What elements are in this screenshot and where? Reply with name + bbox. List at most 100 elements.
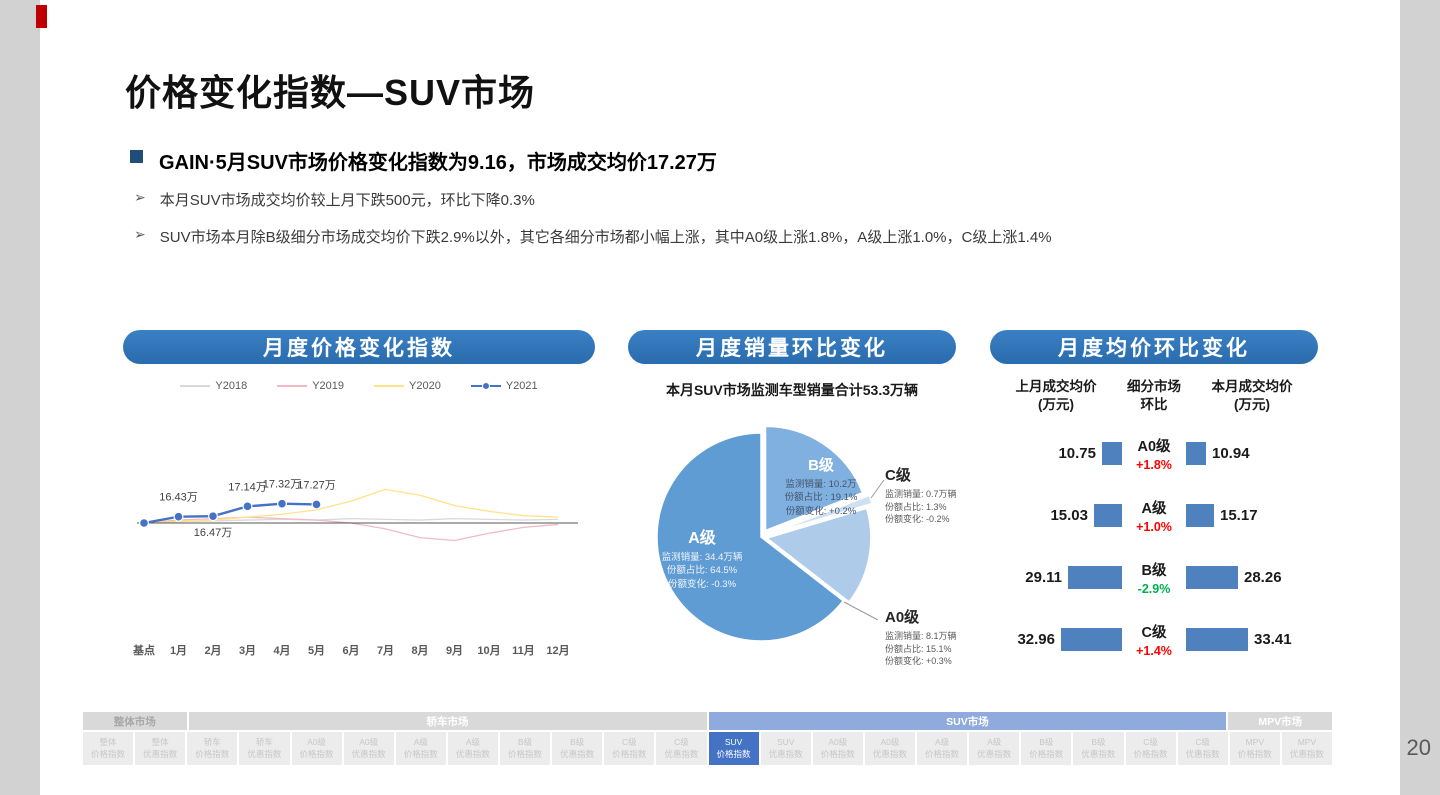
sales-pie-chart bbox=[656, 425, 885, 642]
nav-tab-MPV-优惠指数[interactable]: MPV 优惠指数 bbox=[1281, 732, 1332, 765]
pie-slice-detail: 份额占比: 64.5% bbox=[666, 565, 738, 577]
legend-item-Y2018: Y2018 bbox=[180, 380, 247, 392]
curr-price-bar bbox=[1186, 565, 1238, 589]
legend-label: Y2021 bbox=[505, 380, 538, 392]
panel-header-price-index: 月度价格变化指数 bbox=[123, 330, 595, 364]
avg-price-row-B级: 29.11 B级 -2.9% 28.26 bbox=[990, 546, 1318, 608]
nav-tab-A级-价格指数[interactable]: A级 价格指数 bbox=[395, 732, 446, 765]
slide: 价格变化指数—SUV市场 GAIN·5月SUV市场价格变化指数为9.16，市场成… bbox=[40, 0, 1400, 795]
nav-tab-A0级-价格指数[interactable]: A0级 价格指数 bbox=[291, 732, 342, 765]
nav-tab-C级-优惠指数[interactable]: C级 优惠指数 bbox=[656, 732, 707, 765]
prev-price-cell: 15.03 bbox=[990, 503, 1122, 527]
curr-price-cell: 33.41 bbox=[1186, 627, 1318, 651]
nav-tab-A0级-价格指数[interactable]: A0级 价格指数 bbox=[812, 732, 863, 765]
avg-price-table-header: 上月成交均价 (万元) 细分市场 环比 本月成交均价 (万元) bbox=[990, 374, 1318, 418]
pie-label-a: A级 监测销量: 34.4万辆 份额占比: 64.5% 份额变化: -0.3% bbox=[642, 524, 762, 591]
column-header-segment: 细分市场 环比 bbox=[1122, 374, 1186, 418]
column-header-line: 上月成交均价 bbox=[1015, 378, 1097, 394]
nav-tab-row: 整体 价格指数 整体 优惠指数 轿车 价格指数 轿车 优惠指数 A0级 价格指数 A0级 优惠指数 A级… bbox=[83, 732, 1332, 765]
nav-tab-C级-价格指数[interactable]: C级 价格指数 bbox=[1125, 732, 1176, 765]
nav-tab-A级-价格指数[interactable]: A级 价格指数 bbox=[917, 732, 968, 765]
column-header-line: 细分市场 bbox=[1127, 378, 1181, 394]
curr-price-value: 10.94 bbox=[1212, 444, 1250, 462]
segment-change: +1.0% bbox=[1136, 519, 1172, 534]
panel-header-sales: 月度销量环比变化 bbox=[628, 330, 956, 364]
svg-text:8月: 8月 bbox=[411, 644, 428, 657]
nav-tab-A0级-优惠指数[interactable]: A0级 优惠指数 bbox=[864, 732, 915, 765]
nav-tab-整体-价格指数[interactable]: 整体 价格指数 bbox=[83, 732, 134, 765]
svg-text:6月: 6月 bbox=[342, 644, 359, 657]
legend-label: Y2019 bbox=[312, 380, 344, 392]
prev-price-value: 32.96 bbox=[1017, 630, 1055, 648]
curr-price-value: 28.26 bbox=[1244, 568, 1282, 586]
curr-price-cell: 10.94 bbox=[1186, 441, 1318, 465]
headline-text: GAIN·5月SUV市场价格变化指数为9.16，市场成交均价17.27万 bbox=[159, 152, 717, 174]
svg-text:4月: 4月 bbox=[273, 644, 290, 657]
prev-price-cell: 10.75 bbox=[990, 441, 1122, 465]
column-header-line: 环比 bbox=[1140, 397, 1168, 412]
prev-price-value: 29.11 bbox=[1025, 568, 1062, 586]
legend-item-Y2019: Y2019 bbox=[277, 380, 344, 392]
nav-tab-B级-价格指数[interactable]: B级 价格指数 bbox=[1021, 732, 1072, 765]
bottom-nav: 整体市场 轿车市场 SUV市场 MPV市场 整体 价格指数 整体 优惠指数 轿车 价格指数 轿车优… bbox=[83, 712, 1332, 765]
nav-tab-B级-优惠指数[interactable]: B级 优惠指数 bbox=[552, 732, 603, 765]
pie-slice-detail: 份额占比 : 19.1% bbox=[784, 492, 858, 504]
legend-item-Y2021: Y2021 bbox=[470, 380, 538, 392]
nav-tab-SUV-价格指数[interactable]: SUV 价格指数 bbox=[708, 732, 759, 765]
pie-slice-detail: 份额变化: +0.2% bbox=[785, 505, 857, 517]
segment-label: A级 bbox=[1141, 500, 1167, 517]
curr-price-cell: 28.26 bbox=[1186, 565, 1318, 589]
avg-price-table: 上月成交均价 (万元) 细分市场 环比 本月成交均价 (万元) 10.75 A0级… bbox=[990, 374, 1318, 670]
nav-tab-B级-优惠指数[interactable]: B级 优惠指数 bbox=[1073, 732, 1124, 765]
svg-text:2月: 2月 bbox=[204, 644, 221, 657]
svg-text:12月: 12月 bbox=[546, 644, 569, 657]
nav-group-MPV市场[interactable]: MPV市场 bbox=[1228, 712, 1332, 730]
nav-tab-C级-价格指数[interactable]: C级 价格指数 bbox=[604, 732, 655, 765]
prev-price-value: 15.03 bbox=[1050, 506, 1088, 524]
svg-text:11月: 11月 bbox=[512, 644, 535, 657]
nav-tab-轿车-优惠指数[interactable]: 轿车 优惠指数 bbox=[239, 732, 290, 765]
nav-tab-轿车-价格指数[interactable]: 轿车 价格指数 bbox=[187, 732, 238, 765]
square-bullet-icon bbox=[130, 150, 143, 163]
pie-slice-detail: 监测销量: 0.7万辆 bbox=[885, 489, 957, 499]
arrow-bullet-icon: ➢ bbox=[134, 189, 146, 205]
legend-line-swatch bbox=[277, 385, 308, 387]
pie-subtitle: 本月SUV市场监测车型销量合计53.3万辆 bbox=[665, 382, 919, 398]
nav-tab-SUV-优惠指数[interactable]: SUV 优惠指数 bbox=[760, 732, 811, 765]
pie-slice-B级 bbox=[764, 425, 864, 532]
prev-price-cell: 32.96 bbox=[990, 627, 1122, 651]
legend-label: Y2018 bbox=[215, 380, 248, 392]
nav-group-SUV市场[interactable]: SUV市场 bbox=[708, 712, 1227, 730]
svg-text:3月: 3月 bbox=[239, 644, 256, 657]
bullet-item: ➢ 本月SUV市场成交均价较上月下跌500元，环比下降0.3% bbox=[134, 189, 1364, 210]
curr-price-bar bbox=[1186, 627, 1248, 651]
nav-tab-A级-优惠指数[interactable]: A级 优惠指数 bbox=[447, 732, 498, 765]
nav-tab-A级-优惠指数[interactable]: A级 优惠指数 bbox=[969, 732, 1020, 765]
nav-group-整体市场[interactable]: 整体市场 bbox=[83, 712, 187, 730]
bullet-text: SUV市场本月除B级细分市场成交均价下跌2.9%以外，其它各细分市场都小幅上涨，… bbox=[159, 229, 1052, 246]
nav-tab-C级-优惠指数[interactable]: C级 优惠指数 bbox=[1177, 732, 1228, 765]
nav-tab-MPV-价格指数[interactable]: MPV 价格指数 bbox=[1229, 732, 1280, 765]
segment-change: -2.9% bbox=[1137, 581, 1171, 596]
svg-text:1月: 1月 bbox=[170, 644, 187, 657]
nav-tab-B级-价格指数[interactable]: B级 价格指数 bbox=[500, 732, 551, 765]
accent-mark bbox=[36, 5, 47, 28]
pie-label-a0: A0级 监测销量: 8.1万辆 份额占比: 15.1% 份额变化: +0.3% bbox=[885, 606, 1005, 668]
pie-slice-title: B级 bbox=[808, 457, 834, 474]
column-header-line: 本月成交均价 bbox=[1211, 378, 1293, 394]
segment-cell: A0级 +1.8% bbox=[1122, 435, 1186, 472]
curr-price-bar bbox=[1186, 441, 1206, 465]
nav-tab-整体-优惠指数[interactable]: 整体 优惠指数 bbox=[135, 732, 186, 765]
nav-group-轿车市场[interactable]: 轿车市场 bbox=[188, 712, 707, 730]
nav-tab-A0级-优惠指数[interactable]: A0级 优惠指数 bbox=[343, 732, 394, 765]
avg-price-rows: 10.75 A0级 +1.8% 10.94 15.03 A级 +1.0% 15.17 29.11… bbox=[990, 422, 1318, 670]
legend-label: Y2020 bbox=[409, 380, 441, 392]
avg-price-row-A0级: 10.75 A0级 +1.8% 10.94 bbox=[990, 422, 1318, 484]
pie-slice-title: A0级 bbox=[885, 609, 920, 626]
chart-legend: Y2018 Y2019 Y2020 Y2021 bbox=[123, 380, 595, 392]
legend-line-swatch bbox=[470, 382, 501, 390]
prev-price-bar bbox=[1061, 627, 1122, 651]
svg-text:16.43万: 16.43万 bbox=[159, 492, 198, 504]
pie-slice-C级 bbox=[772, 494, 873, 534]
